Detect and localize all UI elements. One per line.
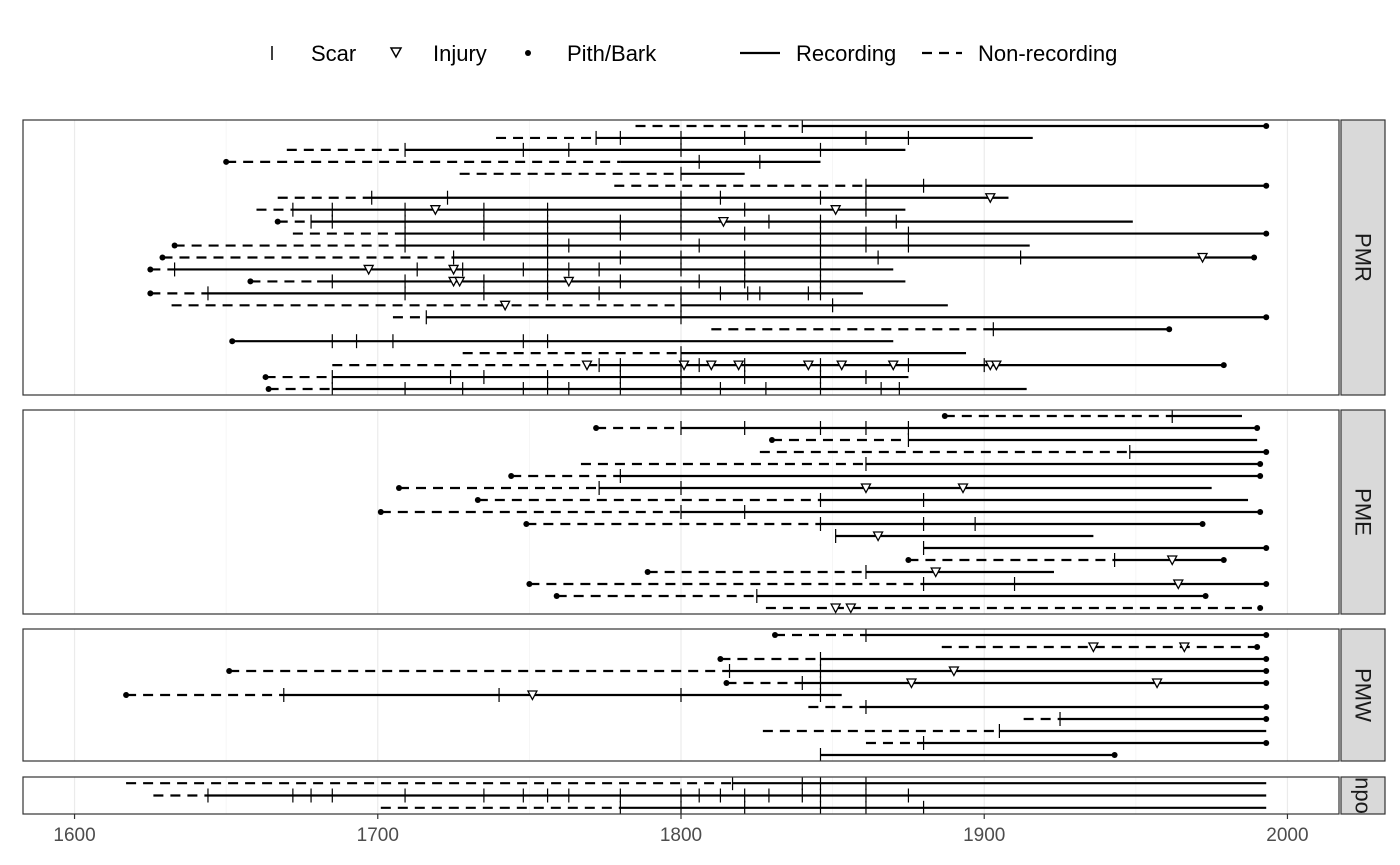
bark-mark <box>1263 740 1269 746</box>
pith-mark <box>942 413 948 419</box>
pith-mark <box>172 243 178 249</box>
pith-mark <box>905 557 911 563</box>
bark-mark <box>1112 752 1118 758</box>
legend-pith-bark-symbol <box>525 50 531 56</box>
bark-mark <box>1263 545 1269 551</box>
pith-mark <box>526 581 532 587</box>
bark-mark <box>1221 362 1227 368</box>
pith-mark <box>717 656 723 662</box>
pith-mark <box>396 485 402 491</box>
bark-mark <box>1263 632 1269 638</box>
pith-mark <box>508 473 514 479</box>
bark-mark <box>1251 255 1257 261</box>
x-tick-label: 1700 <box>357 825 399 846</box>
facet-panel-composite: npo <box>23 776 1385 815</box>
pith-mark <box>123 692 129 698</box>
x-axis: 1600 1700 1800 1900 2000 <box>53 814 1308 846</box>
legend-recording-label: Recording <box>796 41 896 66</box>
pith-mark <box>223 159 229 165</box>
bark-mark <box>1254 425 1260 431</box>
pith-mark <box>723 680 729 686</box>
facet-strip-label: PMW <box>1351 668 1376 722</box>
facet-panels: PMR PME PMW npo <box>23 119 1385 815</box>
x-tick-label: 2000 <box>1266 825 1308 846</box>
bark-mark <box>1166 326 1172 332</box>
facet-strip-label: npo <box>1351 777 1376 814</box>
pith-mark <box>275 219 281 225</box>
pith-mark <box>378 509 384 515</box>
pith-mark <box>147 266 153 272</box>
facet-strip-label: PMR <box>1351 233 1376 282</box>
bark-mark <box>1263 656 1269 662</box>
legend: Scar Injury Pith/Bark Recording Non-reco… <box>272 41 1117 66</box>
facet-strip-label: PME <box>1351 488 1376 536</box>
facet-panel-pmr: PMR <box>23 119 1385 396</box>
bark-mark <box>1263 183 1269 189</box>
bark-mark <box>1200 521 1206 527</box>
bark-mark <box>1263 668 1269 674</box>
bark-mark <box>1257 509 1263 515</box>
pith-mark <box>554 593 560 599</box>
x-tick-label: 1900 <box>963 825 1005 846</box>
pith-mark <box>645 569 651 575</box>
x-tick-label: 1800 <box>660 825 702 846</box>
pith-mark <box>769 437 775 443</box>
pith-mark <box>147 290 153 296</box>
pith-mark <box>247 278 253 284</box>
bark-mark <box>1263 581 1269 587</box>
pith-mark <box>523 521 529 527</box>
bark-mark <box>1257 605 1263 611</box>
legend-injury-symbol <box>391 48 401 57</box>
legend-scar-label: Scar <box>311 41 356 66</box>
pith-mark <box>226 668 232 674</box>
pith-mark <box>772 632 778 638</box>
legend-non-recording-label: Non-recording <box>978 41 1117 66</box>
pith-mark <box>593 425 599 431</box>
legend-injury-label: Injury <box>433 41 487 66</box>
pith-mark <box>475 497 481 503</box>
bark-mark <box>1263 231 1269 237</box>
x-tick-label: 1600 <box>53 825 95 846</box>
bark-mark <box>1263 716 1269 722</box>
bark-mark <box>1263 449 1269 455</box>
bark-mark <box>1221 557 1227 563</box>
bark-mark <box>1257 461 1263 467</box>
facet-panel-pme: PME <box>23 409 1385 614</box>
bark-mark <box>1254 644 1260 650</box>
bark-mark <box>1203 593 1209 599</box>
pith-mark <box>263 374 269 380</box>
bark-mark <box>1263 314 1269 320</box>
bark-mark <box>1263 123 1269 129</box>
legend-pith-bark-label: Pith/Bark <box>567 41 657 66</box>
bark-mark <box>1263 680 1269 686</box>
pith-mark <box>159 255 165 261</box>
pith-mark <box>229 338 235 344</box>
bark-mark <box>1257 473 1263 479</box>
facet-panel-pmw: PMW <box>23 628 1385 762</box>
bark-mark <box>1263 704 1269 710</box>
pith-mark <box>266 386 272 392</box>
